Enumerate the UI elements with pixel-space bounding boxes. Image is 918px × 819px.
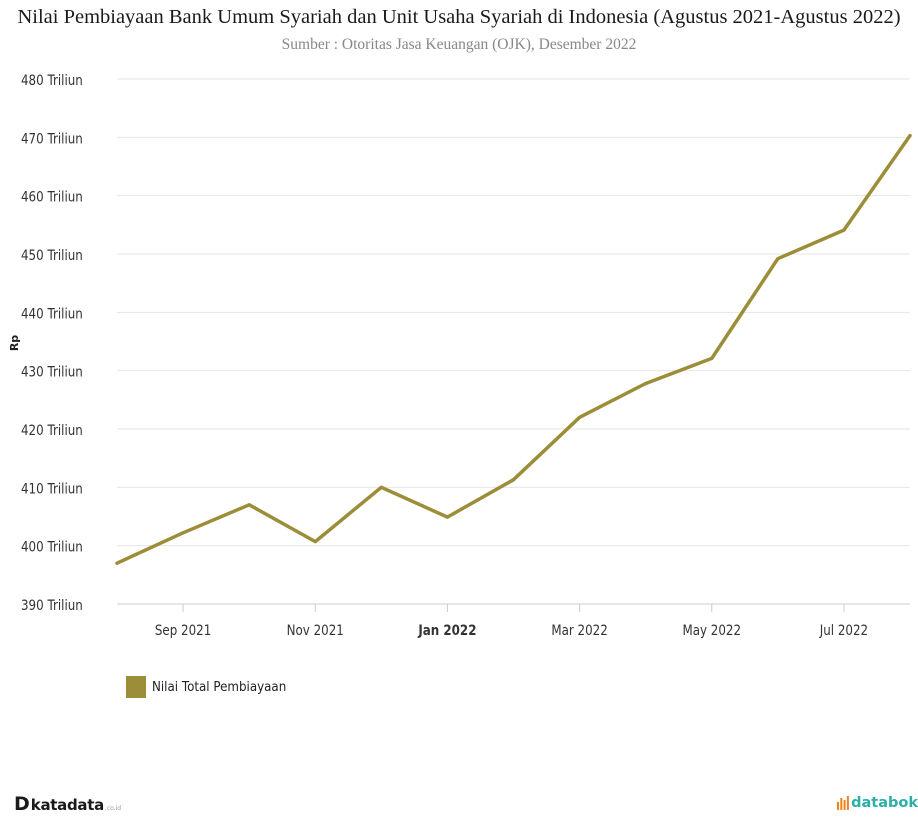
data-point[interactable] xyxy=(445,515,449,519)
y-tick-label: 410 Triliun xyxy=(21,481,83,497)
chart-title: Nilai Pembiayaan Bank Umum Syariah dan U… xyxy=(17,6,901,28)
katadata-logo[interactable]: D katadata .co.id xyxy=(14,793,121,815)
data-point[interactable] xyxy=(247,503,251,507)
y-tick-labels: 390 Triliun 400 Triliun 410 Triliun 420 Tri… xyxy=(21,73,83,614)
data-point[interactable] xyxy=(710,356,714,360)
legend-label: Nilai Total Pembiayaan xyxy=(152,679,287,695)
data-point[interactable] xyxy=(379,485,383,489)
legend[interactable]: Nilai Total Pembiayaan xyxy=(126,676,305,698)
katadata-logo-suffix: .co.id xyxy=(104,805,122,812)
x-tick-label: Jul 2022 xyxy=(819,623,868,639)
data-point[interactable] xyxy=(115,561,119,565)
data-point[interactable] xyxy=(512,478,515,482)
line-chart: 390 Triliun 400 Triliun 410 Triliun 420 Tri… xyxy=(8,73,912,639)
databoks-bars-icon xyxy=(837,796,850,810)
data-point[interactable] xyxy=(644,382,648,385)
data-point[interactable] xyxy=(181,531,185,535)
legend-swatch xyxy=(126,676,146,698)
y-tick-label: 480 Triliun xyxy=(21,73,83,89)
series-line[interactable] xyxy=(115,133,912,565)
data-point[interactable] xyxy=(578,415,582,419)
y-tick-label: 400 Triliun xyxy=(21,540,83,556)
data-point[interactable] xyxy=(776,257,780,261)
series-lines xyxy=(115,133,912,565)
data-point[interactable] xyxy=(313,540,317,544)
chart-subtitle: Sumber : Otoritas Jasa Keuangan (OJK), D… xyxy=(281,36,637,53)
y-tick-label: 440 Triliun xyxy=(21,306,83,322)
katadata-logo-mark: D xyxy=(14,793,30,815)
y-tick-label: 390 Triliun xyxy=(21,598,83,614)
y-tick-label: 470 Triliun xyxy=(21,131,83,147)
x-tick-label: Sep 2021 xyxy=(155,623,211,639)
y-tick-label: 460 Triliun xyxy=(21,190,83,206)
x-tick-label: Nov 2021 xyxy=(287,623,344,639)
data-point[interactable] xyxy=(908,134,912,138)
x-tick-label: Mar 2022 xyxy=(551,623,607,639)
grid-lines xyxy=(117,78,910,547)
data-point[interactable] xyxy=(842,228,846,232)
x-tick-label: Jan 2022 xyxy=(417,623,476,639)
y-tick-label: 450 Triliun xyxy=(21,248,83,264)
katadata-logo-text: katadata xyxy=(30,796,104,814)
databoks-logo-text: databok xyxy=(851,795,918,811)
y-tick-label: 420 Triliun xyxy=(21,423,83,439)
y-tick-label: 430 Triliun xyxy=(21,365,83,381)
x-tick-label: May 2022 xyxy=(682,623,741,639)
databoks-logo[interactable]: databok xyxy=(837,795,918,811)
y-axis-label: Rp xyxy=(8,335,21,351)
x-tick-labels: Sep 2021 Nov 2021 Jan 2022 Mar 2022 May 2022… xyxy=(155,604,868,639)
